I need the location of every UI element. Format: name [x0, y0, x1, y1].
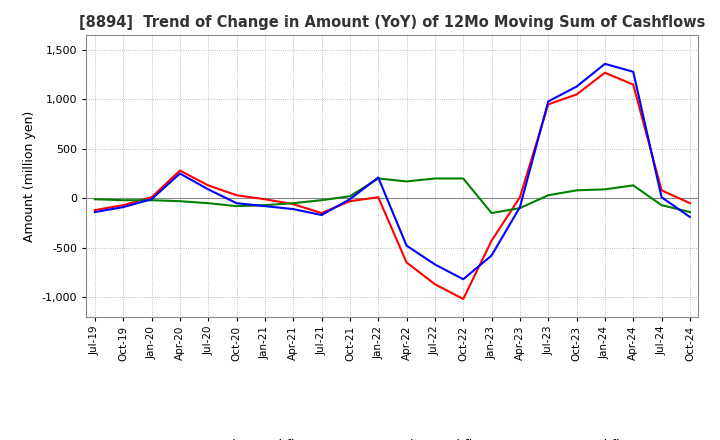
- Y-axis label: Amount (million yen): Amount (million yen): [23, 110, 36, 242]
- Free Cashflow: [572, 84, 581, 89]
- Investing Cashflow: [657, 202, 666, 208]
- Investing Cashflow: [204, 201, 212, 206]
- Free Cashflow: [346, 197, 354, 202]
- Legend: Operating Cashflow, Investing Cashflow, Free Cashflow: Operating Cashflow, Investing Cashflow, …: [143, 434, 642, 440]
- Operating Cashflow: [516, 194, 524, 200]
- Free Cashflow: [289, 206, 297, 212]
- Investing Cashflow: [544, 193, 552, 198]
- Operating Cashflow: [119, 202, 127, 208]
- Investing Cashflow: [261, 202, 269, 208]
- Investing Cashflow: [148, 198, 156, 203]
- Operating Cashflow: [148, 194, 156, 200]
- Free Cashflow: [600, 61, 609, 66]
- Investing Cashflow: [572, 188, 581, 193]
- Investing Cashflow: [487, 210, 496, 216]
- Investing Cashflow: [346, 194, 354, 199]
- Free Cashflow: [657, 194, 666, 200]
- Investing Cashflow: [233, 203, 241, 209]
- Operating Cashflow: [91, 207, 99, 213]
- Investing Cashflow: [176, 198, 184, 204]
- Operating Cashflow: [374, 194, 382, 200]
- Investing Cashflow: [629, 183, 637, 188]
- Operating Cashflow: [459, 297, 467, 302]
- Free Cashflow: [318, 213, 326, 218]
- Operating Cashflow: [431, 282, 439, 287]
- Free Cashflow: [148, 197, 156, 202]
- Operating Cashflow: [572, 92, 581, 97]
- Investing Cashflow: [91, 197, 99, 202]
- Free Cashflow: [544, 99, 552, 104]
- Investing Cashflow: [600, 187, 609, 192]
- Free Cashflow: [176, 171, 184, 176]
- Free Cashflow: [91, 209, 99, 215]
- Operating Cashflow: [176, 168, 184, 173]
- Free Cashflow: [431, 262, 439, 267]
- Free Cashflow: [402, 243, 411, 248]
- Line: Investing Cashflow: Investing Cashflow: [95, 179, 690, 213]
- Investing Cashflow: [374, 176, 382, 181]
- Operating Cashflow: [685, 201, 694, 206]
- Operating Cashflow: [204, 183, 212, 188]
- Free Cashflow: [204, 187, 212, 192]
- Free Cashflow: [685, 214, 694, 220]
- Investing Cashflow: [318, 198, 326, 203]
- Investing Cashflow: [516, 205, 524, 211]
- Free Cashflow: [459, 277, 467, 282]
- Line: Operating Cashflow: Operating Cashflow: [95, 73, 690, 299]
- Free Cashflow: [233, 201, 241, 206]
- Operating Cashflow: [600, 70, 609, 75]
- Title: [8894]  Trend of Change in Amount (YoY) of 12Mo Moving Sum of Cashflows: [8894] Trend of Change in Amount (YoY) o…: [79, 15, 706, 30]
- Free Cashflow: [487, 253, 496, 258]
- Free Cashflow: [261, 203, 269, 209]
- Free Cashflow: [629, 69, 637, 74]
- Operating Cashflow: [233, 193, 241, 198]
- Operating Cashflow: [544, 102, 552, 107]
- Investing Cashflow: [402, 179, 411, 184]
- Line: Free Cashflow: Free Cashflow: [95, 64, 690, 279]
- Operating Cashflow: [289, 202, 297, 207]
- Operating Cashflow: [487, 238, 496, 243]
- Operating Cashflow: [657, 188, 666, 193]
- Operating Cashflow: [261, 197, 269, 202]
- Operating Cashflow: [318, 210, 326, 216]
- Free Cashflow: [374, 175, 382, 180]
- Investing Cashflow: [119, 198, 127, 203]
- Free Cashflow: [119, 205, 127, 210]
- Free Cashflow: [516, 205, 524, 210]
- Operating Cashflow: [402, 260, 411, 265]
- Operating Cashflow: [629, 82, 637, 87]
- Operating Cashflow: [346, 198, 354, 204]
- Investing Cashflow: [431, 176, 439, 181]
- Investing Cashflow: [685, 209, 694, 215]
- Investing Cashflow: [459, 176, 467, 181]
- Investing Cashflow: [289, 201, 297, 206]
